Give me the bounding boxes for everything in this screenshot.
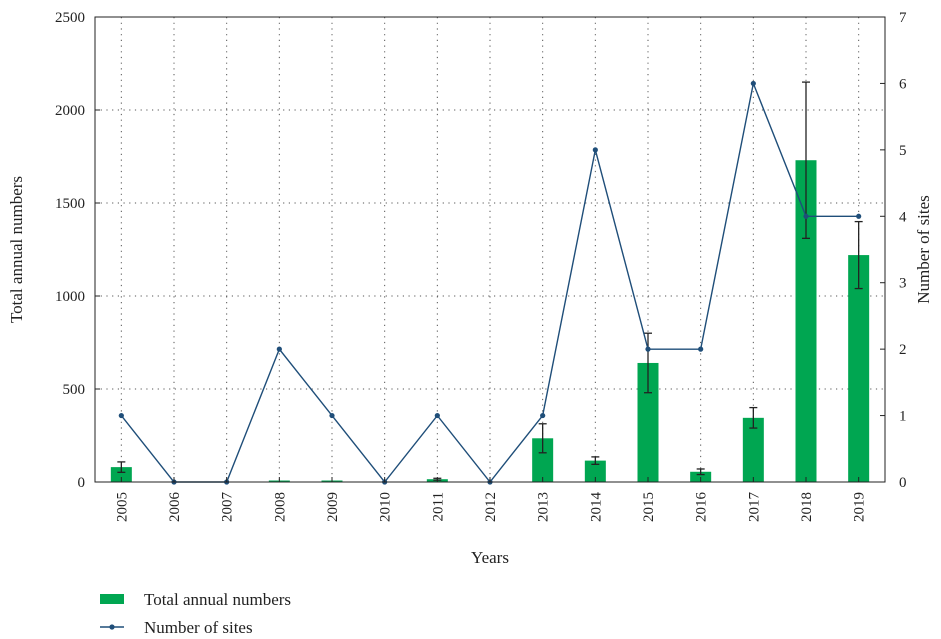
x-axis-label: Years	[471, 548, 509, 567]
x-tick-label: 2012	[483, 492, 499, 522]
left-axis-label: Total annual numbers	[7, 176, 26, 323]
grid	[95, 17, 885, 482]
right-tick-label: 5	[899, 143, 907, 159]
bar-2014	[584, 460, 606, 482]
error-bar-2015	[644, 332, 652, 394]
error-bar-2013	[538, 423, 547, 454]
legend-bar-label: Total annual numbers	[144, 590, 291, 609]
error-bar-2005	[117, 461, 126, 473]
sites-point-2013	[540, 412, 546, 419]
x-tick-label: 2008	[272, 492, 288, 522]
sites-point-2018	[803, 213, 809, 219]
left-tick-label: 500	[63, 382, 86, 398]
right-axis-ticks: 0 1 2 3 4 5 6 7	[880, 10, 907, 491]
x-tick-label: 2011	[430, 492, 446, 521]
sites-point-2014	[592, 147, 598, 153]
sites-point-2009	[329, 412, 335, 419]
x-tick-label: 2009	[325, 492, 341, 522]
legend-bar-swatch	[100, 594, 124, 604]
x-tick-label: 2016	[694, 492, 710, 523]
sites-point-2019	[856, 213, 862, 219]
bar-2019	[848, 255, 870, 482]
x-tick-label: 2013	[536, 492, 552, 522]
left-tick-label: 0	[78, 475, 86, 491]
legend: Total annual numbers Number of sites	[100, 590, 291, 637]
right-tick-label: 0	[899, 475, 907, 491]
sites-point-2008	[276, 346, 282, 352]
error-bar-2016	[696, 468, 705, 476]
left-tick-label: 2500	[55, 10, 85, 26]
left-tick-label: 2000	[55, 103, 85, 119]
right-tick-label: 7	[899, 10, 907, 26]
error-bar-2019	[854, 220, 863, 290]
x-tick-label: 2019	[852, 492, 868, 522]
left-tick-label: 1500	[55, 196, 85, 212]
bar-2015	[637, 362, 659, 482]
legend-line-label: Number of sites	[144, 618, 253, 637]
error-bar-2014	[591, 456, 600, 465]
x-tick-label: 2006	[167, 492, 183, 523]
right-tick-label: 3	[899, 276, 907, 292]
bar-2013	[532, 438, 554, 482]
left-tick-label: 1000	[55, 289, 85, 305]
bar-2005	[110, 467, 132, 482]
legend-line-marker	[109, 624, 115, 630]
x-axis-ticks: 2005 2006 2007 2008 2009 2010 2011 2012 2013 2014…	[114, 477, 868, 523]
x-tick-label: 2018	[799, 492, 815, 522]
sites-point-2011	[434, 412, 440, 419]
error-bars	[117, 81, 863, 481]
x-tick-label: 2007	[220, 492, 236, 523]
right-tick-label: 2	[899, 342, 907, 358]
x-tick-label: 2017	[746, 492, 762, 523]
error-bar-2018	[802, 81, 810, 239]
error-bar-2017	[749, 406, 758, 429]
right-axis-label: Number of sites	[914, 195, 933, 304]
sites-point-2015	[645, 346, 651, 352]
bar-2018	[795, 160, 817, 482]
x-tick-label: 2015	[641, 492, 657, 522]
sites-point-2017	[750, 80, 756, 87]
bars	[110, 160, 870, 482]
bar-2016	[690, 471, 712, 482]
x-tick-label: 2005	[114, 492, 130, 522]
bar-2017	[742, 417, 764, 482]
x-tick-label: 2014	[588, 492, 604, 523]
right-tick-label: 1	[899, 409, 907, 425]
sites-point-2005	[118, 412, 124, 419]
right-tick-label: 6	[899, 76, 907, 92]
right-tick-label: 4	[899, 209, 907, 225]
x-tick-label: 2010	[378, 492, 394, 522]
left-axis-ticks: 0 500 1000 1500 2000 2500	[55, 10, 100, 491]
sites-point-2016	[698, 346, 704, 352]
plot-frame	[94, 16, 886, 483]
